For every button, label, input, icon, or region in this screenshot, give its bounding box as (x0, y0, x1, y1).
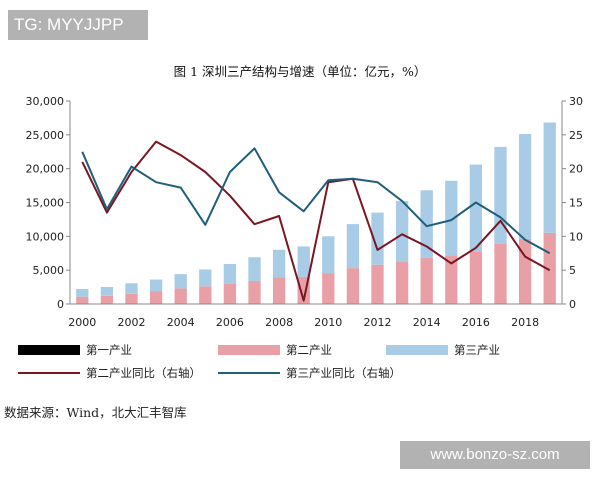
x-tick-label: 2002 (118, 316, 146, 329)
bar-s1-2005 (199, 286, 212, 304)
bar-s1-2000 (76, 296, 89, 304)
bar-s1-2006 (223, 283, 237, 304)
bar-s2-2000 (76, 289, 89, 297)
watermark: www.bonzo-sz.com (400, 441, 590, 469)
bar-s2-2006 (223, 264, 237, 284)
bar-s2-2018 (518, 134, 532, 239)
bar-s2-2010 (322, 236, 335, 274)
bar-s1-2001 (100, 295, 114, 304)
y-right-tick-label: 15 (569, 197, 583, 210)
y-left-tick-label: 10,000 (26, 230, 65, 243)
bar-s1-2016 (469, 251, 483, 304)
y-left-tick-label: 30,000 (26, 95, 65, 108)
bar-s1-2007 (248, 280, 261, 304)
bar-s1-2010 (322, 273, 335, 304)
x-tick-label: 2008 (265, 316, 293, 329)
x-tick-label: 2018 (511, 316, 539, 329)
x-tick-label: 2010 (314, 316, 342, 329)
bar-s1-2014 (420, 257, 433, 304)
bar-s2-2017 (494, 146, 507, 244)
bar-s2-2019 (543, 122, 556, 233)
x-tick-label: 2000 (68, 316, 96, 329)
chart: 图 1 深圳三产结构与增速（单位：亿元，%） 0 5,000 10,000 15,00… (18, 64, 584, 380)
legend-label-0: 第一产业 (86, 343, 132, 357)
bar-s1-2017 (494, 243, 507, 304)
y-left-tick-label: 20,000 (26, 163, 65, 176)
bar-s2-2011 (346, 224, 360, 269)
bar-s1-2012 (371, 264, 384, 304)
chart-title: 图 1 深圳三产结构与增速（单位：亿元，%） (174, 64, 427, 79)
y-left-tick-label: 0 (57, 298, 64, 311)
legend-swatch-2 (386, 345, 448, 355)
y-right-tick-label: 10 (569, 230, 583, 243)
bar-s2-2008 (272, 249, 286, 278)
bar-s1-2011 (346, 268, 360, 304)
bar-s1-2002 (125, 293, 138, 304)
data-source: 数据来源：Wind，北大汇丰智库 (4, 405, 187, 420)
bar-s2-2016 (469, 164, 483, 252)
bar-s1-2018 (518, 238, 532, 304)
x-tick-label: 2004 (167, 316, 195, 329)
x-tick-label: 2016 (462, 316, 490, 329)
y-left-tick-label: 5,000 (33, 264, 65, 277)
bar-s1-2008 (272, 277, 286, 304)
bar-s2-2003 (149, 279, 163, 292)
bar-s2-2009 (297, 246, 310, 277)
y-right-tick-label: 30 (569, 95, 583, 108)
bar-s1-2013 (395, 262, 409, 304)
y-left-tick-label: 15,000 (26, 197, 65, 210)
x-tick-label: 2006 (216, 316, 244, 329)
y-right-tick-label: 20 (569, 163, 583, 176)
legend-label-1: 第二产业 (286, 343, 332, 357)
legend-label-2: 第三产业 (454, 343, 500, 357)
bar-s2-2004 (174, 274, 187, 289)
legend-label-3: 第二产业同比（右轴） (86, 366, 201, 380)
y-right-tick-label: 5 (569, 264, 576, 277)
y-left-tick-label: 25,000 (26, 129, 65, 142)
x-tick-label: 2014 (413, 316, 441, 329)
bar-s2-2002 (125, 283, 138, 294)
legend-label-4: 第三产业同比（右轴） (286, 366, 401, 380)
x-tick-label: 2012 (364, 316, 392, 329)
line-series-0 (81, 140, 551, 302)
bar-s2-2001 (100, 287, 114, 296)
bar-s1-2003 (149, 291, 163, 304)
bar-s1-2015 (445, 255, 458, 304)
tag-label: TG: MYYJJPP (8, 10, 148, 40)
bar-s2-2015 (445, 180, 458, 256)
legend-swatch-0 (18, 345, 80, 355)
bar-s2-2014 (420, 190, 433, 258)
y-right-tick-label: 25 (569, 129, 583, 142)
lines-group (81, 140, 551, 302)
y-right-tick-label: 0 (569, 298, 576, 311)
bar-s2-2007 (248, 257, 261, 281)
line-series-1 (81, 147, 551, 255)
bars-group (76, 122, 556, 304)
bar-s1-2004 (174, 288, 187, 304)
bar-s2-2005 (199, 269, 212, 287)
axes-group: 0 5,000 10,000 15,000 20,000 25,000 30,000 0 5 10… (26, 95, 584, 329)
legend-swatch-1 (218, 345, 280, 355)
bar-s2-2013 (395, 201, 409, 263)
bar-s2-2012 (371, 212, 384, 265)
